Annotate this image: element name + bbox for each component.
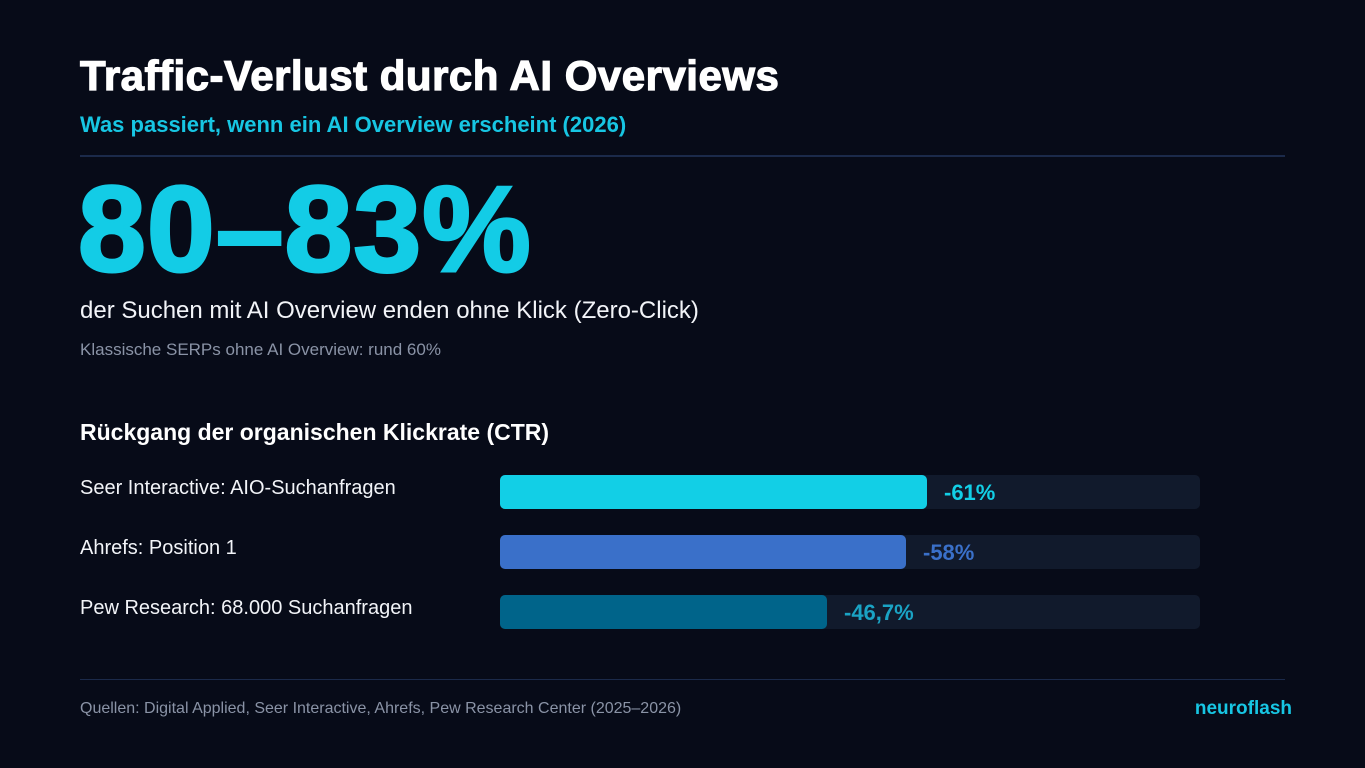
bar-track: -61% [500,475,1200,509]
bar-track: -46,7% [500,595,1200,629]
page-subtitle: Was passiert, wenn ein AI Overview ersch… [80,112,627,137]
classic-serp-note: Klassische SERPs ohne AI Overview: rund … [80,340,441,359]
bar-row: Ahrefs: Position 1 -58% [80,535,1200,569]
brand-logo: neuroflash [1194,698,1292,719]
page-title: Traffic-Verlust durch AI Overviews [79,52,780,99]
bar-value-label: -46,7% [844,600,914,625]
bar-category-label: Seer Interactive: AIO-Suchanfragen [80,477,396,499]
bar-row: Seer Interactive: AIO-Suchanfragen -61% [80,475,1200,509]
bar [500,475,927,509]
header-divider [80,155,1285,157]
zero-click-description: der Suchen mit AI Overview enden ohne Kl… [80,297,699,324]
bar-category-label: Ahrefs: Position 1 [80,537,237,559]
bar [500,595,827,629]
sources-note: Quellen: Digital Applied, Seer Interacti… [80,700,682,717]
bar-category-label: Pew Research: 68.000 Suchanfragen [80,597,413,619]
bar-value-label: -61% [944,480,996,505]
chart-title: Rückgang der organischen Klickrate (CTR) [80,419,550,445]
footer-divider [80,679,1285,680]
bar [500,535,906,569]
bar-row: Pew Research: 68.000 Suchanfragen -46,7% [80,595,1200,629]
bar-value-label: -58% [923,540,975,565]
bar-track: -58% [500,535,1200,569]
zero-click-stat: 80–83% [77,161,533,297]
